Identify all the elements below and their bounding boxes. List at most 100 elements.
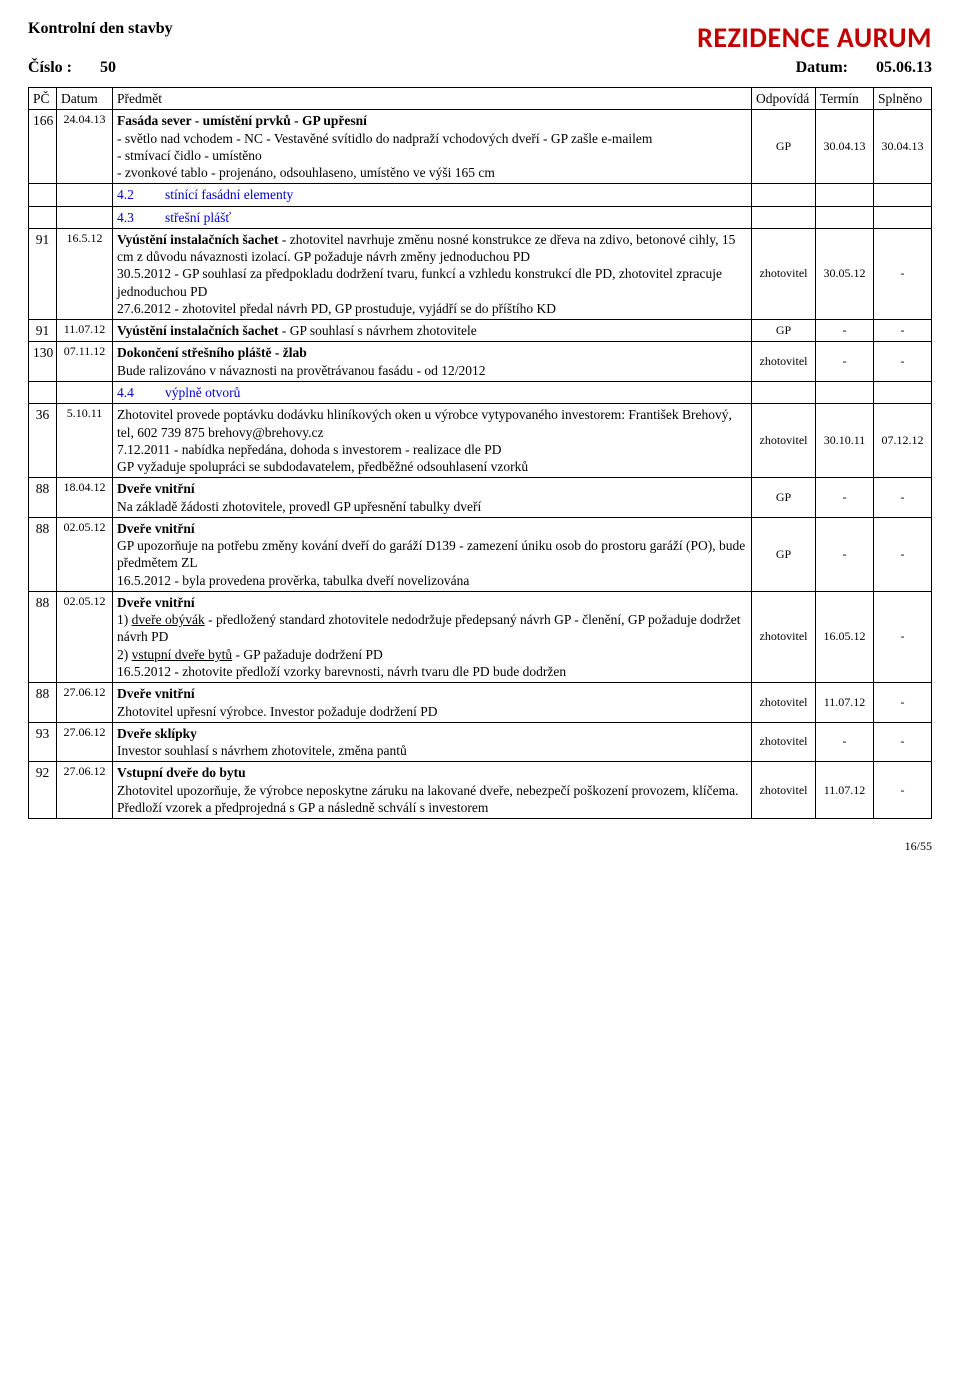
cell-datum <box>57 206 113 228</box>
cell-datum: 27.06.12 <box>57 683 113 723</box>
cell-pc <box>29 381 57 403</box>
doc-number: Číslo : 50 <box>28 59 116 77</box>
cell-splneno: - <box>874 517 932 591</box>
cell-splneno: 07.12.12 <box>874 404 932 478</box>
cell-section: 4.3střešní plášť <box>113 206 752 228</box>
cell-odpovida <box>752 184 816 206</box>
cell-odpovida: zhotovitel <box>752 591 816 682</box>
cell-pc: 130 <box>29 342 57 382</box>
cell-odpovida: zhotovitel <box>752 404 816 478</box>
cell-termin: - <box>816 342 874 382</box>
main-table: PČ Datum Předmět Odpovídá Termín Splněno… <box>28 87 932 819</box>
cell-termin: 11.07.12 <box>816 762 874 819</box>
cell-pc: 88 <box>29 591 57 682</box>
cell-odpovida: GP <box>752 478 816 518</box>
cell-odpovida: zhotovitel <box>752 762 816 819</box>
cell-termin: - <box>816 478 874 518</box>
cell-termin <box>816 381 874 403</box>
cell-datum <box>57 381 113 403</box>
col-odpovida: Odpovídá <box>752 88 816 110</box>
cell-odpovida: GP <box>752 320 816 342</box>
cell-datum: 27.06.12 <box>57 722 113 762</box>
cell-predmet: Dveře vnitřníGP upozorňuje na potřebu zm… <box>113 517 752 591</box>
cell-datum <box>57 184 113 206</box>
cell-section: 4.2stínící fasádní elementy <box>113 184 752 206</box>
cell-predmet: Vyústění instalačních šachet - GP souhla… <box>113 320 752 342</box>
cell-pc: 88 <box>29 517 57 591</box>
cell-datum: 02.05.12 <box>57 517 113 591</box>
cell-odpovida <box>752 381 816 403</box>
section-row: 4.3střešní plášť <box>29 206 932 228</box>
cell-splneno: - <box>874 591 932 682</box>
section-row: 4.4výplně otvorů <box>29 381 932 403</box>
cell-odpovida <box>752 206 816 228</box>
cell-odpovida: GP <box>752 517 816 591</box>
cell-predmet: Fasáda sever - umístění prvků - GP upřes… <box>113 110 752 184</box>
table-body: 16624.04.13Fasáda sever - umístění prvků… <box>29 110 932 819</box>
cell-termin: - <box>816 517 874 591</box>
cell-pc: 88 <box>29 683 57 723</box>
cell-pc: 93 <box>29 722 57 762</box>
cell-splneno: - <box>874 228 932 319</box>
cell-termin: - <box>816 722 874 762</box>
col-pc: PČ <box>29 88 57 110</box>
cell-odpovida: zhotovitel <box>752 342 816 382</box>
cell-termin: 30.04.13 <box>816 110 874 184</box>
cell-predmet: Zhotovitel provede poptávku dodávku hlin… <box>113 404 752 478</box>
table-row: 8827.06.12Dveře vnitřníZhotovitel upřesn… <box>29 683 932 723</box>
cell-datum: 5.10.11 <box>57 404 113 478</box>
date-value: 05.06.13 <box>876 59 932 76</box>
cell-termin: - <box>816 320 874 342</box>
col-termin: Termín <box>816 88 874 110</box>
table-row: 9227.06.12Vstupní dveře do bytuZhotovite… <box>29 762 932 819</box>
cell-datum: 27.06.12 <box>57 762 113 819</box>
table-row: 9327.06.12Dveře sklípkyInvestor souhlasí… <box>29 722 932 762</box>
cell-splneno: - <box>874 478 932 518</box>
cell-datum: 02.05.12 <box>57 591 113 682</box>
header: Kontrolní den stavby REZIDENCE AURUM <box>28 20 932 55</box>
cell-datum: 07.11.12 <box>57 342 113 382</box>
cell-predmet: Vyústění instalačních šachet - zhotovite… <box>113 228 752 319</box>
cell-pc <box>29 184 57 206</box>
table-row: 16624.04.13Fasáda sever - umístění prvků… <box>29 110 932 184</box>
table-row: 13007.11.12Dokončení střešního pláště - … <box>29 342 932 382</box>
cell-termin <box>816 184 874 206</box>
table-header-row: PČ Datum Předmět Odpovídá Termín Splněno <box>29 88 932 110</box>
page-footer: 16/55 <box>28 839 932 854</box>
cell-splneno: - <box>874 683 932 723</box>
cell-odpovida: zhotovitel <box>752 722 816 762</box>
cell-datum: 18.04.12 <box>57 478 113 518</box>
date-label: Datum: <box>796 59 848 76</box>
cell-odpovida: GP <box>752 110 816 184</box>
header-left-title: Kontrolní den stavby <box>28 20 173 38</box>
table-row: 9111.07.12Vyústění instalačních šachet -… <box>29 320 932 342</box>
cell-splneno: - <box>874 320 932 342</box>
cell-predmet: Dveře vnitřní1) dveře obývák - předložen… <box>113 591 752 682</box>
cell-splneno <box>874 206 932 228</box>
cell-termin: 16.05.12 <box>816 591 874 682</box>
cell-termin: 30.05.12 <box>816 228 874 319</box>
cell-predmet: Dveře vnitřníZhotovitel upřesní výrobce.… <box>113 683 752 723</box>
subheader: Číslo : 50 Datum: 05.06.13 <box>28 59 932 77</box>
cell-datum: 24.04.13 <box>57 110 113 184</box>
table-row: 365.10.11Zhotovitel provede poptávku dod… <box>29 404 932 478</box>
cell-predmet: Dveře vnitřníNa základě žádosti zhotovit… <box>113 478 752 518</box>
cell-termin: 11.07.12 <box>816 683 874 723</box>
cell-splneno: 30.04.13 <box>874 110 932 184</box>
doc-date: Datum: 05.06.13 <box>796 59 932 77</box>
cell-predmet: Dveře sklípkyInvestor souhlasí s návrhem… <box>113 722 752 762</box>
cell-datum: 11.07.12 <box>57 320 113 342</box>
cell-predmet: Vstupní dveře do bytuZhotovitel upozorňu… <box>113 762 752 819</box>
cell-pc: 88 <box>29 478 57 518</box>
number-label: Číslo : <box>28 59 72 76</box>
table-row: 8818.04.12Dveře vnitřníNa základě žádost… <box>29 478 932 518</box>
col-predmet: Předmět <box>113 88 752 110</box>
section-row: 4.2stínící fasádní elementy <box>29 184 932 206</box>
cell-pc: 91 <box>29 228 57 319</box>
cell-odpovida: zhotovitel <box>752 228 816 319</box>
cell-pc: 36 <box>29 404 57 478</box>
number-value: 50 <box>100 59 116 76</box>
table-row: 9116.5.12Vyústění instalačních šachet - … <box>29 228 932 319</box>
table-row: 8802.05.12Dveře vnitřní1) dveře obývák -… <box>29 591 932 682</box>
cell-predmet: Dokončení střešního pláště - žlabBude ra… <box>113 342 752 382</box>
